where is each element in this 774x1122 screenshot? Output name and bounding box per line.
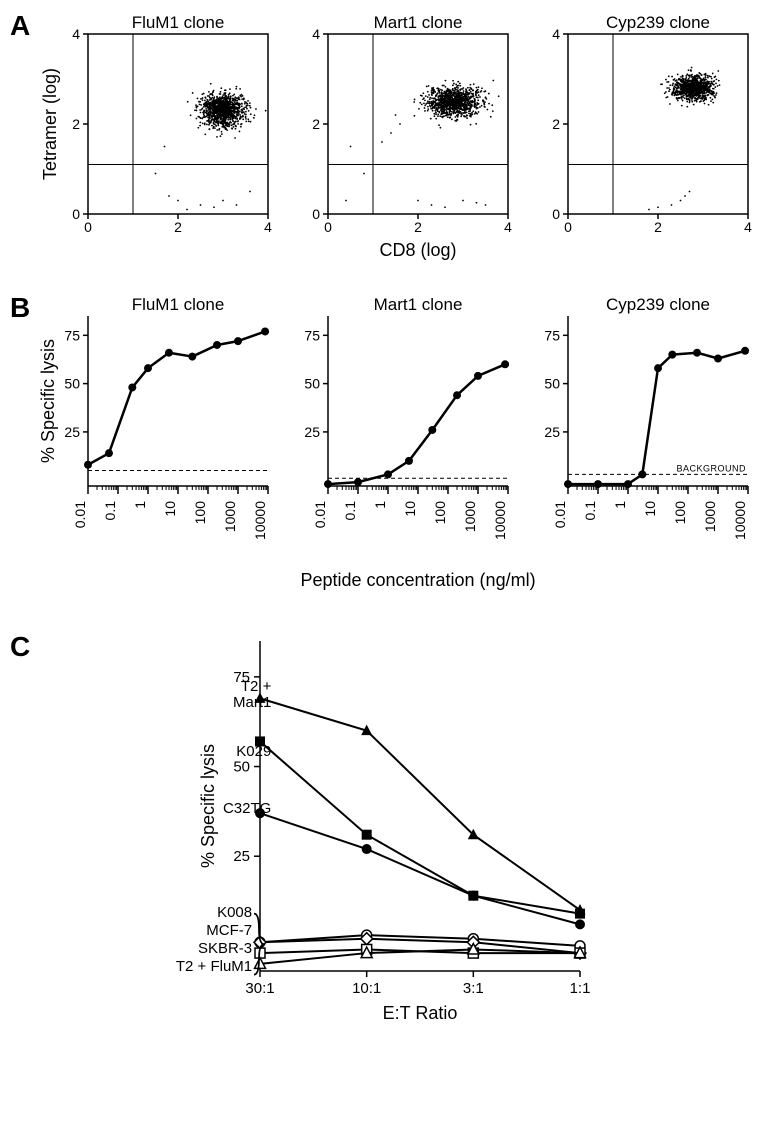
svg-text:0: 0	[312, 206, 320, 222]
svg-text:10:1: 10:1	[352, 980, 381, 997]
svg-text:0.01: 0.01	[312, 501, 328, 528]
svg-text:0: 0	[324, 219, 332, 235]
svg-text:25: 25	[544, 424, 560, 440]
svg-text:T2 +: T2 +	[241, 678, 272, 695]
panel-c-row: C 30:110:13:11:1255075T2 +Mart1K029C32TG…	[10, 631, 764, 1031]
svg-text:% Specific lysis: % Specific lysis	[40, 339, 58, 463]
svg-text:4: 4	[312, 26, 320, 42]
svg-text:2: 2	[312, 116, 320, 132]
svg-text:Mart1: Mart1	[233, 694, 271, 711]
svg-text:50: 50	[304, 376, 320, 392]
svg-text:0.1: 0.1	[342, 501, 358, 521]
svg-text:T2 + FluM1: T2 + FluM1	[176, 958, 252, 975]
svg-text:SKBR-3: SKBR-3	[198, 940, 252, 957]
svg-text:100: 100	[672, 501, 688, 525]
svg-text:10000: 10000	[252, 501, 268, 540]
svg-text:FluM1 clone: FluM1 clone	[132, 13, 225, 32]
svg-text:3:1: 3:1	[463, 980, 484, 997]
svg-text:1: 1	[372, 501, 388, 509]
svg-text:75: 75	[64, 327, 80, 343]
panel-a-row: A FluM1 clone 0 2 4 0 2 4 Tetramer (log) Mart1 c…	[10, 10, 764, 262]
svg-text:1000: 1000	[462, 501, 478, 532]
svg-text:C32TG: C32TG	[223, 800, 271, 817]
svg-text:4: 4	[504, 219, 512, 235]
svg-text:2: 2	[654, 219, 662, 235]
svg-text:0: 0	[84, 219, 92, 235]
panel-b-plots: FluM1 clone 0.01 0.1 1 10 100 1000 10000 25 50 75%…	[40, 292, 760, 596]
svg-text:4: 4	[72, 26, 80, 42]
svg-text:0.1: 0.1	[102, 501, 118, 521]
svg-text:1: 1	[132, 501, 148, 509]
svg-text:10: 10	[402, 501, 418, 517]
svg-text:MCF-7: MCF-7	[206, 922, 252, 939]
svg-text:50: 50	[64, 376, 80, 392]
panel-a-plots: FluM1 clone 0 2 4 0 2 4 Tetramer (log) Mart1 clo…	[40, 10, 760, 262]
svg-text:E:T Ratio: E:T Ratio	[383, 1003, 458, 1023]
svg-text:4: 4	[264, 219, 272, 235]
svg-text:30:1: 30:1	[245, 980, 274, 997]
svg-text:25: 25	[304, 424, 320, 440]
svg-text:% Specific lysis: % Specific lysis	[198, 744, 218, 868]
svg-text:1:1: 1:1	[570, 980, 591, 997]
svg-text:0.1: 0.1	[582, 501, 598, 521]
svg-text:10: 10	[162, 501, 178, 517]
panel-a-label: A	[10, 10, 40, 42]
svg-text:1000: 1000	[222, 501, 238, 532]
svg-text:0.01: 0.01	[72, 501, 88, 528]
svg-text:75: 75	[544, 327, 560, 343]
panel-b-row: B FluM1 clone 0.01 0.1 1 10 100 1000 10000 25 50 7…	[10, 292, 764, 596]
svg-text:Mart1 clone: Mart1 clone	[374, 295, 463, 314]
svg-text:2: 2	[174, 219, 182, 235]
svg-text:Peptide concentration (ng/ml): Peptide concentration (ng/ml)	[300, 570, 535, 590]
svg-text:10: 10	[642, 501, 658, 517]
svg-text:Cyp239 clone: Cyp239 clone	[606, 13, 710, 32]
svg-text:100: 100	[432, 501, 448, 525]
svg-text:4: 4	[552, 26, 560, 42]
figure-root: A FluM1 clone 0 2 4 0 2 4 Tetramer (log) Mart1 c…	[10, 10, 764, 1041]
svg-text:75: 75	[304, 327, 320, 343]
svg-text:50: 50	[233, 759, 250, 776]
svg-text:0: 0	[552, 206, 560, 222]
svg-text:25: 25	[64, 424, 80, 440]
panel-c-label: C	[10, 631, 40, 663]
svg-text:Tetramer (log): Tetramer (log)	[40, 68, 60, 180]
svg-text:Cyp239 clone: Cyp239 clone	[606, 295, 710, 314]
svg-text:2: 2	[414, 219, 422, 235]
svg-text:2: 2	[72, 116, 80, 132]
svg-text:50: 50	[544, 376, 560, 392]
panel-c-plot: 30:110:13:11:1255075T2 +Mart1K029C32TGK0…	[40, 631, 600, 1031]
svg-text:0.01: 0.01	[552, 501, 568, 528]
svg-text:CD8 (log): CD8 (log)	[379, 240, 456, 260]
svg-text:0: 0	[72, 206, 80, 222]
svg-text:K008: K008	[217, 904, 252, 921]
svg-text:1000: 1000	[702, 501, 718, 532]
svg-text:FluM1 clone: FluM1 clone	[132, 295, 225, 314]
svg-text:100: 100	[192, 501, 208, 525]
panel-b-label: B	[10, 292, 40, 324]
svg-text:BACKGROUND: BACKGROUND	[676, 463, 746, 473]
svg-text:25: 25	[233, 848, 250, 865]
svg-text:0: 0	[564, 219, 572, 235]
svg-text:K029: K029	[236, 743, 271, 760]
svg-text:1: 1	[612, 501, 628, 509]
svg-text:10000: 10000	[732, 501, 748, 540]
svg-text:Mart1 clone: Mart1 clone	[374, 13, 463, 32]
svg-text:2: 2	[552, 116, 560, 132]
svg-text:4: 4	[744, 219, 752, 235]
svg-text:10000: 10000	[492, 501, 508, 540]
